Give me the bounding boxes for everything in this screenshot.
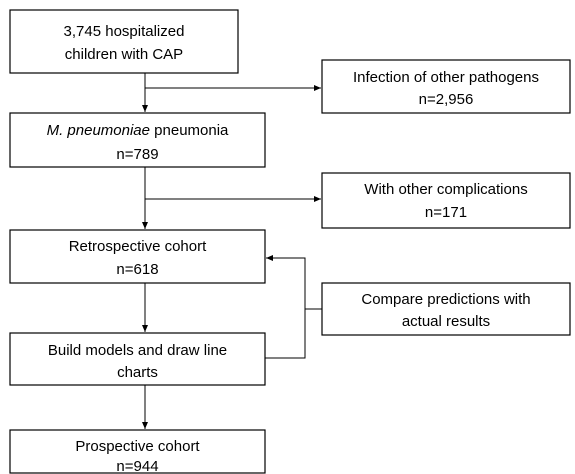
node-box <box>321 172 571 229</box>
node-label: n=2,956 <box>419 91 474 108</box>
node: Build models and draw line charts <box>9 332 266 386</box>
node-label: n=171 <box>425 204 467 221</box>
feedback-arrow <box>265 255 306 359</box>
node-label: n=789 <box>116 146 158 163</box>
node-label: actual results <box>402 313 490 330</box>
node-box <box>9 9 239 74</box>
node-label: Infection of other pathogens <box>353 69 539 86</box>
node: M. pneumoniae pneumonia n=789 <box>9 112 266 168</box>
node-label: children with CAP <box>65 46 183 63</box>
node-label: n=618 <box>116 261 158 278</box>
connectors <box>142 73 322 429</box>
italic-text: M. pneumoniae <box>47 122 150 139</box>
node-box <box>9 332 266 386</box>
text: pneumonia <box>150 122 229 139</box>
node-label: With other complications <box>364 181 527 198</box>
node: Compare predictions with actual results <box>321 282 571 336</box>
node-label: Build models and draw line <box>48 342 227 359</box>
node-box <box>9 229 266 284</box>
node-label: charts <box>117 364 158 381</box>
node: 3,745 hospitalized children with CAP <box>9 9 239 74</box>
node-label: Compare predictions with <box>361 291 530 308</box>
node-label: 3,745 hospitalized <box>64 23 185 40</box>
nodes: 3,745 hospitalized children with CAP Infec… <box>9 9 571 474</box>
node: Infection of other pathogens n=2,956 <box>321 59 571 114</box>
node-label: n=944 <box>116 458 158 474</box>
node-box <box>321 282 571 336</box>
node: With other complications n=171 <box>321 172 571 229</box>
node: Prospective cohort n=944 <box>9 429 266 474</box>
node-label: Retrospective cohort <box>69 238 207 255</box>
node: Retrospective cohort n=618 <box>9 229 266 284</box>
node-box <box>321 59 571 114</box>
node-label: M. pneumoniae pneumonia <box>47 122 229 139</box>
node-box <box>9 429 266 474</box>
node-label: Prospective cohort <box>75 438 200 455</box>
node-box <box>9 112 266 168</box>
